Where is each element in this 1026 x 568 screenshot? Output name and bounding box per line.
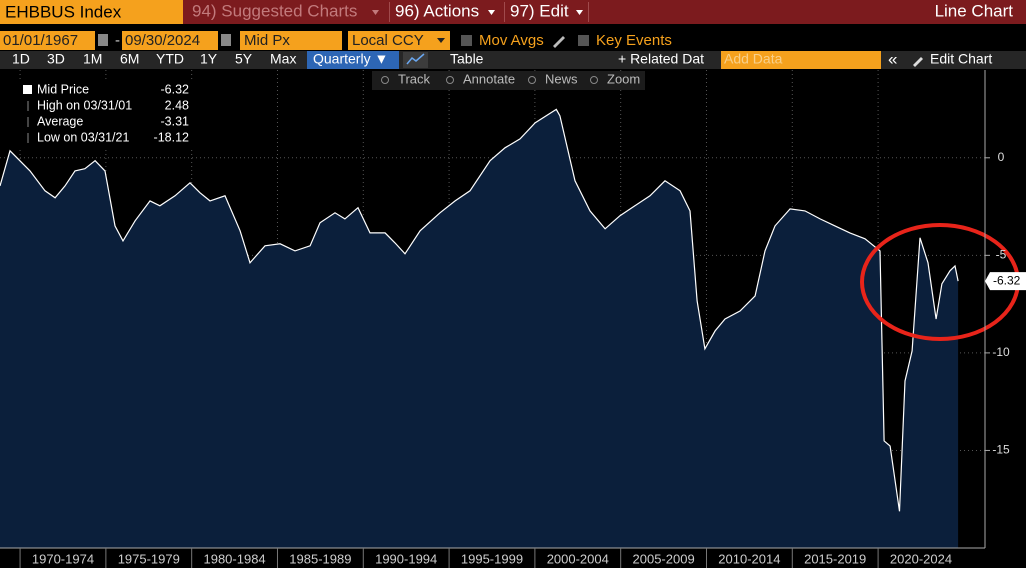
x-tick-label: 2015-2019 (804, 551, 866, 566)
currency-input[interactable] (348, 31, 450, 50)
x-tick-label: 2010-2014 (718, 551, 780, 566)
add-data-input[interactable] (721, 51, 881, 69)
ticker[interactable]: EHBBUS Index (5, 2, 122, 21)
end-date[interactable]: 09/30/2024 (125, 32, 200, 49)
tool-icon (528, 76, 536, 84)
frequency-button[interactable] (307, 51, 399, 69)
chart-icon (406, 53, 425, 65)
y-tick-label: -15 (992, 443, 1010, 457)
currency[interactable]: Local CCY (352, 32, 424, 49)
field[interactable]: Mid Px (244, 32, 290, 49)
start-date[interactable]: 01/01/1967 (3, 32, 78, 49)
separator (389, 2, 390, 22)
legend-value: -6.32 (161, 82, 190, 96)
legend-swatch (23, 85, 32, 94)
x-tick-label: 1985-1989 (289, 551, 351, 566)
calendar-icon[interactable] (221, 34, 231, 46)
x-tick-label: 1980-1984 (203, 551, 265, 566)
x-tick-label: 1995-1999 (461, 551, 523, 566)
option[interactable]: Key Events (596, 32, 672, 49)
period-button[interactable]: 1D (12, 51, 30, 67)
dropdown-arrow (488, 10, 495, 15)
last-value-label: -6.32 (993, 273, 1021, 287)
date-input[interactable] (122, 31, 218, 50)
dropdown-arrow (437, 38, 445, 43)
tool-icon (381, 76, 389, 84)
period-button[interactable]: 3D (47, 51, 65, 67)
menu[interactable]: 97) Edit (510, 1, 569, 20)
period-button[interactable]: YTD (156, 51, 184, 67)
period-button[interactable]: 6M (120, 51, 139, 67)
stat-value: -3.31 (161, 114, 190, 128)
separator-text: - (115, 32, 120, 49)
tool-button[interactable]: Zoom (607, 71, 640, 86)
tool-icon (446, 76, 454, 84)
y-tick-label: 0 (998, 150, 1005, 164)
menu[interactable]: 94) Suggested Charts (192, 1, 357, 20)
tool-icon (590, 76, 598, 84)
field-input[interactable] (240, 31, 342, 50)
x-tick-label: 2005-2009 (633, 551, 695, 566)
related-button[interactable]: + Related Dat (618, 51, 704, 67)
legend-label: Mid Price (37, 82, 89, 96)
x-tick-label: 2000-2004 (547, 551, 609, 566)
area (0, 109, 959, 549)
period-button[interactable]: 5Y (235, 51, 253, 67)
y-tick-label: -5 (996, 248, 1007, 262)
chart-type[interactable]: Line Chart (935, 1, 1014, 20)
menu[interactable]: 96) Actions (395, 1, 479, 20)
tool-button[interactable]: News (545, 71, 578, 86)
separator (588, 2, 589, 22)
dropdown-arrow (372, 10, 379, 15)
last-value-tag (985, 272, 1026, 291)
add-data-placeholder[interactable]: Add Data (724, 51, 783, 67)
stat-label: Average (37, 114, 83, 128)
pencil-icon[interactable] (553, 36, 565, 48)
stat-value: 2.48 (165, 98, 189, 112)
stat-label: Low on 03/31/21 (37, 130, 129, 144)
calendar-icon[interactable] (98, 34, 108, 46)
period-button[interactable]: 1M (83, 51, 102, 67)
line (0, 108, 959, 512)
checkbox[interactable] (461, 35, 472, 46)
ticker-box[interactable] (0, 0, 183, 24)
tool-button[interactable]: Track (398, 71, 431, 86)
stat-label: High on 03/31/01 (37, 98, 132, 112)
period-button[interactable]: Max (270, 51, 296, 67)
tool-button[interactable]: Annotate (463, 71, 515, 86)
x-tick-label: 2020-2024 (890, 551, 952, 566)
option[interactable]: Mov Avgs (479, 32, 544, 49)
pencil-icon (913, 57, 923, 67)
x-tick-label: 1970-1974 (32, 551, 94, 566)
checkbox[interactable] (578, 35, 589, 46)
frequency[interactable]: Quarterly ▼ (313, 51, 388, 67)
table-button[interactable]: Table (450, 51, 484, 67)
x-tick-label: 1990-1994 (375, 551, 437, 566)
legend-box (0, 80, 193, 148)
x-tick-label: 1975-1979 (118, 551, 180, 566)
collapse-button[interactable]: « (888, 49, 897, 68)
chart-toolbar (372, 71, 645, 90)
separator (504, 2, 505, 22)
date-input[interactable] (0, 31, 95, 50)
edit-chart-button[interactable]: Edit Chart (930, 51, 992, 67)
stat-value: -18.12 (154, 130, 189, 144)
y-tick-label: -10 (992, 345, 1010, 359)
dropdown-arrow (576, 10, 583, 15)
period-button[interactable]: 1Y (200, 51, 218, 67)
